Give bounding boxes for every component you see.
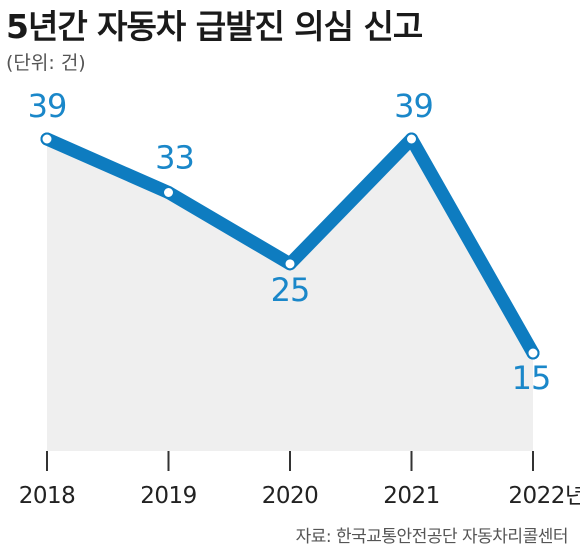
- data-point-0: [40, 132, 54, 146]
- data-point-1: [162, 186, 175, 199]
- data-point-2: [283, 257, 297, 271]
- value-label-1: 33: [155, 139, 194, 177]
- value-label-0: 39: [28, 87, 67, 125]
- value-label-2: 25: [271, 271, 310, 309]
- unit-label: (단위: 건): [6, 52, 86, 74]
- x-axis-labels: 2018 2019 2020 2021 2022년: [19, 483, 580, 509]
- source-note: 자료: 한국교통안전공단 자동차리콜센터: [295, 527, 569, 547]
- x-axis-label-4: 2022년: [508, 483, 580, 509]
- label-layer: 39 33 25 39 15: [28, 87, 552, 397]
- x-axis-label-3: 2021: [383, 483, 440, 509]
- chart-title: 5년간 자동차 급발진 의심 신고: [6, 7, 423, 46]
- tick-layer: [46, 451, 534, 471]
- data-point-3: [405, 132, 418, 146]
- value-label-4: 15: [512, 359, 551, 397]
- x-axis-label-2: 2020: [262, 483, 319, 509]
- area-layer: [47, 139, 533, 451]
- data-point-4: [526, 346, 540, 360]
- value-label-3: 39: [394, 87, 433, 125]
- x-axis-label-0: 2018: [19, 483, 76, 509]
- x-axis-label-1: 2019: [140, 483, 197, 509]
- point-layer: [40, 132, 540, 360]
- area-fill: [47, 139, 533, 451]
